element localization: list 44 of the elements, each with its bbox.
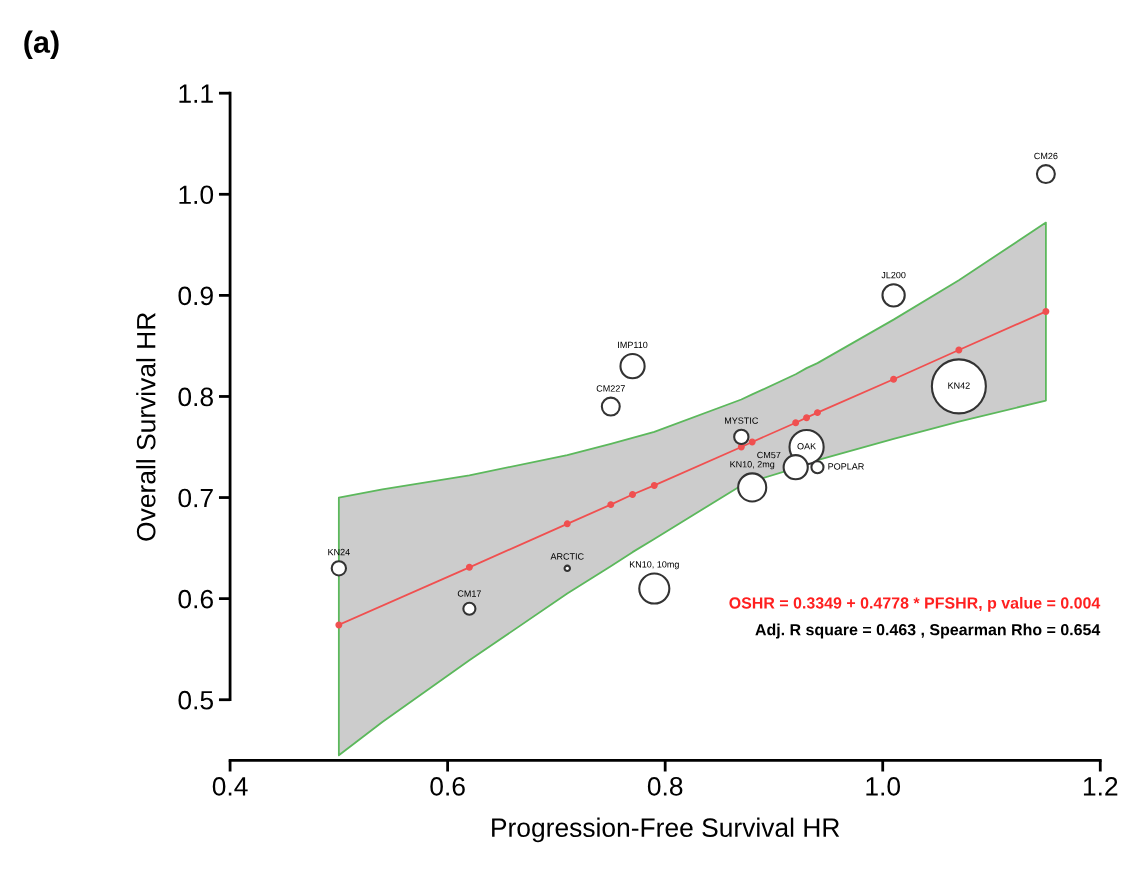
point	[1042, 308, 1050, 316]
point	[629, 491, 637, 498]
x-axis-title: Progression-Free Survival HR	[492, 817, 840, 843]
data-label: KN10, 10mg	[629, 561, 679, 570]
data-label: CM17	[457, 590, 481, 597]
point	[607, 501, 615, 509]
data-label: POPLAR	[828, 463, 864, 470]
data-label: CM26	[1034, 152, 1058, 160]
x-tick-label: 0.6	[430, 777, 465, 796]
data-label: KN10, 2mg	[730, 461, 775, 470]
x-tick-label: 0.8	[647, 777, 683, 796]
annotation: Adj. R square = 0.463 , Spearman Rho = 0.654	[755, 623, 1101, 639]
point	[563, 520, 571, 528]
annotation: OSHR = 0.3349 + 0.4778 * PFSHR, p value = 0.004	[729, 596, 1101, 612]
y-tick-label: 0.6	[178, 589, 213, 609]
point	[650, 481, 658, 489]
x-tick-label: 0.4	[212, 777, 248, 796]
data-label: CM57	[757, 451, 781, 459]
y-tick-label: 1.0	[179, 185, 214, 205]
data-label: MYSTIC	[725, 417, 759, 424]
point	[335, 621, 343, 629]
point	[813, 409, 821, 417]
data-label: OAK	[797, 443, 817, 450]
point	[748, 438, 756, 446]
data-label: IMP110	[618, 341, 648, 349]
y-tick-label: 0.8	[178, 387, 213, 407]
y-tick-label: 0.7	[178, 488, 213, 508]
y-tick-label: 0.5	[178, 690, 213, 710]
point	[955, 346, 963, 354]
data-label: CM227	[596, 385, 625, 392]
point	[792, 419, 800, 427]
point	[465, 563, 473, 571]
data-label: ARCTIC	[550, 553, 584, 560]
x-tick-label: 1.0	[866, 777, 901, 796]
point	[803, 414, 811, 422]
y-tick-label: 1.1	[179, 84, 213, 103]
x-tick-label: 1.2	[1083, 777, 1118, 796]
data-label: KN42	[948, 382, 970, 389]
y-axis-title: Overall Survival HR	[136, 312, 156, 541]
data-label: KN24	[328, 548, 350, 556]
point	[890, 375, 898, 383]
chart-title: (a)	[24, 30, 59, 59]
y-tick-label: 0.9	[178, 286, 213, 306]
data-label: JL200	[881, 271, 906, 279]
